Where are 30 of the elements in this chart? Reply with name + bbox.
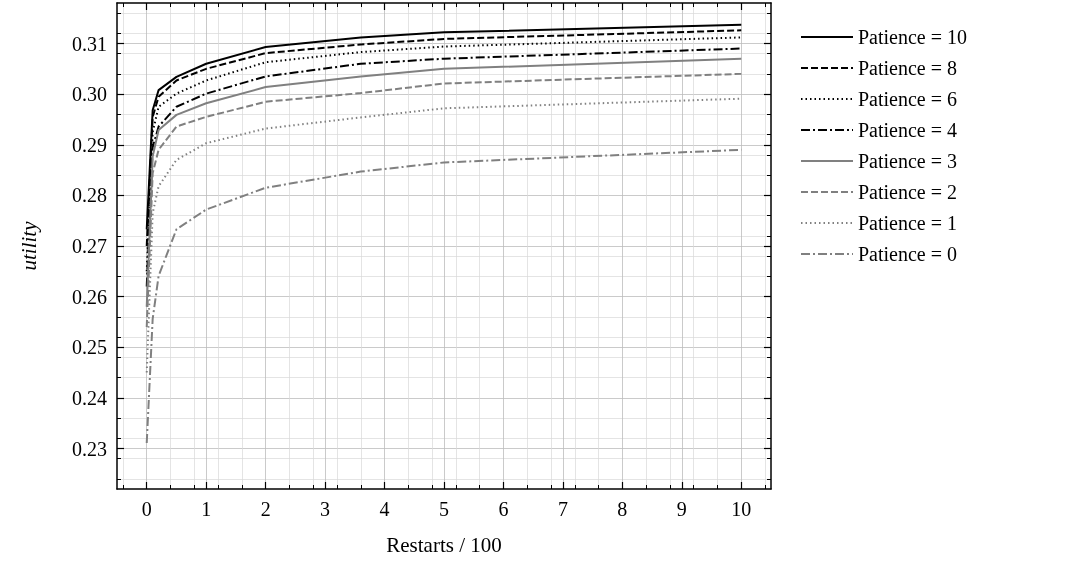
x-tick-label: 7 (557, 498, 568, 520)
x-tick-label: 8 (617, 498, 628, 520)
legend-label: Patience = 6 (858, 88, 958, 110)
x-tick-label: 9 (676, 498, 687, 520)
legend-label: Patience = 1 (858, 212, 958, 234)
x-tick-label: 5 (439, 498, 449, 520)
x-tick-label: 1 (201, 498, 212, 520)
x-axis-title: Restarts / 100 (386, 532, 502, 557)
y-tick-label: 0.31 (72, 32, 107, 55)
legend-label: Patience = 2 (858, 181, 958, 203)
y-tick-label: 0.25 (72, 336, 107, 359)
x-tick-label: 6 (498, 498, 509, 520)
x-tick-label: 3 (320, 498, 331, 520)
y-tick-label: 0.24 (72, 386, 107, 409)
legend-label: Patience = 10 (858, 26, 968, 48)
y-tick-label: 0.26 (72, 285, 107, 308)
x-tick-label: 2 (260, 498, 271, 520)
y-axis-title: utility (16, 220, 41, 271)
x-tick-label: 10 (731, 498, 752, 520)
y-tick-label: 0.28 (72, 184, 107, 207)
legend-label: Patience = 4 (858, 119, 958, 141)
y-tick-label: 0.27 (72, 235, 107, 257)
legend-label: Patience = 3 (858, 150, 958, 172)
y-tick-label: 0.30 (72, 83, 107, 106)
legend-label: Patience = 8 (858, 57, 958, 79)
x-tick-label: 0 (141, 498, 152, 520)
x-tick-label: 4 (379, 498, 390, 520)
legend-label: Patience = 0 (858, 243, 958, 265)
y-tick-label: 0.23 (72, 437, 107, 460)
y-tick-label: 0.29 (72, 133, 107, 156)
